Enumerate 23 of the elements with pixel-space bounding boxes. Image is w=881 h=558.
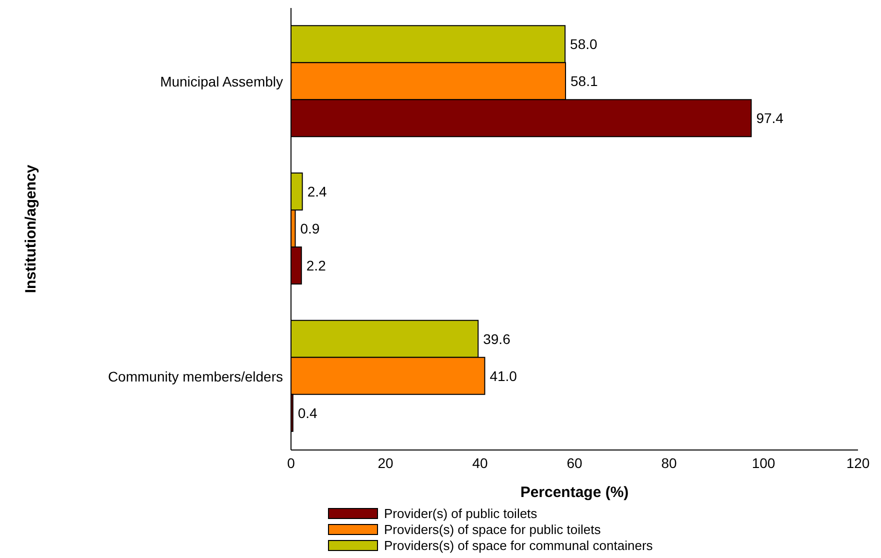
x-tick-label: 100 bbox=[752, 454, 776, 471]
y-axis-title: Institution/agency bbox=[22, 164, 40, 294]
data-label: 2.4 bbox=[307, 183, 328, 200]
data-label: 58.1 bbox=[570, 73, 598, 90]
y-tick-label: Community members/elders bbox=[108, 368, 283, 384]
legend-label: Providers(s) of space for public toilets bbox=[384, 522, 601, 536]
data-label: 39.6 bbox=[483, 330, 511, 347]
data-label: 58.0 bbox=[570, 36, 598, 52]
data-label: 41.0 bbox=[490, 368, 518, 384]
legend-label: Providers(s) of space for communal containers bbox=[384, 538, 653, 552]
x-tick-label: 40 bbox=[472, 454, 488, 471]
x-tick-label: 80 bbox=[661, 454, 677, 471]
x-axis-title: Percentage (%) bbox=[520, 484, 629, 501]
y-tick-label: Municipal Assembly bbox=[160, 74, 283, 90]
data-label: 2.2 bbox=[306, 257, 326, 274]
x-tick-label: 20 bbox=[378, 454, 394, 471]
data-label: 0.9 bbox=[300, 220, 320, 236]
x-tick-label: 60 bbox=[566, 454, 582, 471]
x-tick-label: 120 bbox=[846, 454, 870, 471]
data-label: 97.4 bbox=[756, 110, 784, 126]
data-label: 0.4 bbox=[298, 404, 318, 421]
x-tick-label: 0 bbox=[287, 454, 296, 471]
legend-label: Provider(s) of public toilets bbox=[384, 506, 538, 520]
